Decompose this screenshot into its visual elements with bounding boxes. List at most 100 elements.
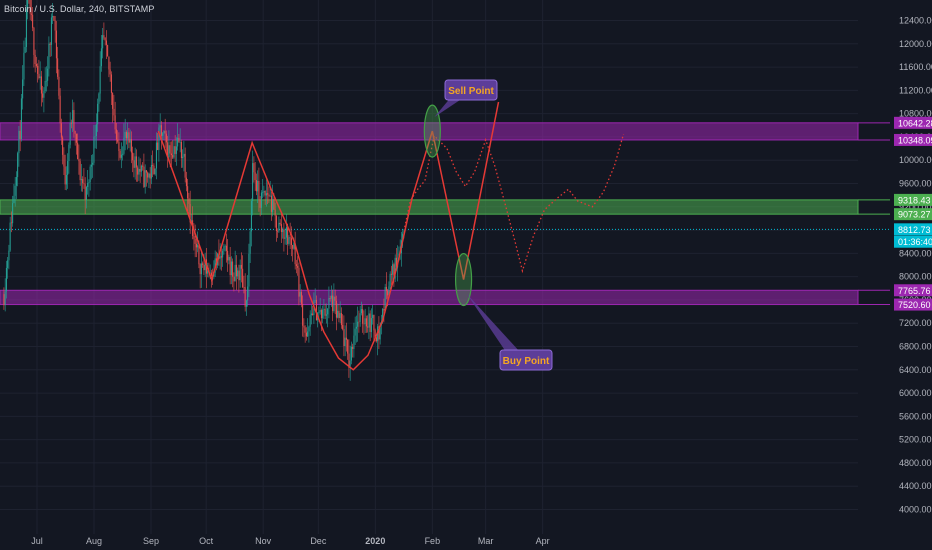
candle-body bbox=[165, 133, 167, 143]
support-zone bbox=[0, 289, 859, 306]
candle-body bbox=[10, 222, 12, 224]
candle-body bbox=[65, 174, 67, 185]
candle-body bbox=[150, 164, 152, 179]
candle-body bbox=[347, 339, 349, 354]
y-tick-label: 9200.00 bbox=[899, 202, 932, 212]
candle-body bbox=[24, 46, 26, 53]
candle-body bbox=[324, 308, 326, 316]
candle-body bbox=[385, 286, 387, 292]
marker-ellipse bbox=[454, 252, 473, 307]
price-tag: 9073.27 bbox=[898, 210, 931, 220]
candle-body bbox=[337, 310, 339, 318]
candle-body bbox=[120, 154, 122, 158]
candle-body bbox=[237, 270, 239, 277]
candle-body bbox=[335, 300, 337, 318]
price-tag-bg bbox=[894, 116, 932, 129]
candle-body bbox=[77, 142, 79, 160]
candle-body bbox=[339, 313, 341, 319]
candle-body bbox=[364, 318, 366, 325]
candle-body bbox=[393, 264, 395, 279]
price-tag-bg bbox=[894, 284, 932, 297]
candle-body bbox=[104, 37, 106, 41]
symbol-title: Bitcoin / U.S. Dollar, 240, BITSTAMP bbox=[4, 4, 155, 14]
candle-body bbox=[159, 125, 161, 128]
candle-body bbox=[322, 309, 324, 319]
candle-body bbox=[160, 125, 162, 136]
candle-body bbox=[34, 54, 36, 65]
sell-point-callout bbox=[444, 79, 498, 101]
candle-body bbox=[94, 136, 96, 137]
candle-body bbox=[153, 165, 155, 175]
candle-body bbox=[232, 261, 234, 277]
candle-body bbox=[174, 146, 176, 154]
candle-body bbox=[390, 273, 392, 275]
candle-body bbox=[348, 353, 350, 368]
candle-body bbox=[262, 192, 264, 194]
x-tick-label: Oct bbox=[199, 536, 214, 546]
candle-body bbox=[140, 165, 142, 172]
candle-body bbox=[225, 245, 227, 251]
candle-body bbox=[314, 299, 316, 301]
candle-body bbox=[4, 291, 6, 306]
candle-body bbox=[99, 66, 101, 94]
candle-body bbox=[144, 170, 146, 187]
candle-body bbox=[177, 137, 179, 147]
y-tick-label: 10000.00 bbox=[899, 155, 932, 165]
y-tick-label: 8000.00 bbox=[899, 272, 932, 282]
y-tick-label: 6800.00 bbox=[899, 342, 932, 352]
y-tick-label: 12400.00 bbox=[899, 16, 932, 26]
candle-body bbox=[304, 327, 306, 333]
candle-body bbox=[209, 272, 211, 274]
y-tick-label: 9600.00 bbox=[899, 179, 932, 189]
candle-body bbox=[267, 193, 269, 195]
candle-body bbox=[128, 132, 130, 143]
candle-body bbox=[268, 194, 270, 197]
candle-body bbox=[167, 142, 169, 158]
candle-body bbox=[247, 286, 249, 301]
candle-body bbox=[22, 79, 24, 99]
candle-body bbox=[163, 130, 165, 134]
candle-body bbox=[142, 165, 144, 167]
candle-body bbox=[297, 265, 299, 268]
candle-body bbox=[365, 318, 367, 327]
candle-body bbox=[13, 195, 15, 204]
candle-body bbox=[328, 297, 330, 309]
candle-body bbox=[92, 162, 94, 165]
candle-body bbox=[175, 146, 177, 154]
candle-body bbox=[204, 259, 206, 271]
candle-body bbox=[125, 131, 127, 139]
candle-body bbox=[17, 153, 19, 178]
candle-body bbox=[384, 286, 386, 311]
candle-body bbox=[308, 326, 310, 332]
x-tick-label: Jul bbox=[31, 536, 43, 546]
candle-body bbox=[87, 183, 89, 188]
price-tag-bg bbox=[894, 235, 932, 248]
candle-body bbox=[80, 179, 82, 181]
candle-body bbox=[122, 153, 124, 155]
candle-body bbox=[98, 93, 100, 104]
candle-body bbox=[180, 142, 182, 159]
price-tag: 01:36:40 bbox=[898, 237, 932, 247]
x-tick-label: Aug bbox=[86, 536, 102, 546]
candle-body bbox=[152, 164, 154, 166]
candle-body bbox=[199, 264, 201, 275]
price-tag: 7520.60 bbox=[898, 300, 931, 310]
candle-body bbox=[248, 253, 250, 287]
candle-body bbox=[327, 308, 329, 315]
candle-body bbox=[279, 222, 281, 225]
candle-body bbox=[139, 168, 141, 172]
y-tick-label: 7200.00 bbox=[899, 318, 932, 328]
candle-body bbox=[349, 360, 351, 368]
candle-body bbox=[52, 16, 54, 18]
candle-body bbox=[329, 297, 331, 299]
candle-body bbox=[257, 180, 259, 192]
candle-body bbox=[133, 160, 135, 168]
forecast-path bbox=[157, 101, 500, 371]
candle-body bbox=[8, 250, 10, 261]
candle-body bbox=[298, 267, 300, 297]
candle-body bbox=[307, 331, 309, 337]
candle-body bbox=[143, 166, 145, 187]
candle-body bbox=[14, 185, 16, 196]
candle-body bbox=[250, 201, 252, 232]
